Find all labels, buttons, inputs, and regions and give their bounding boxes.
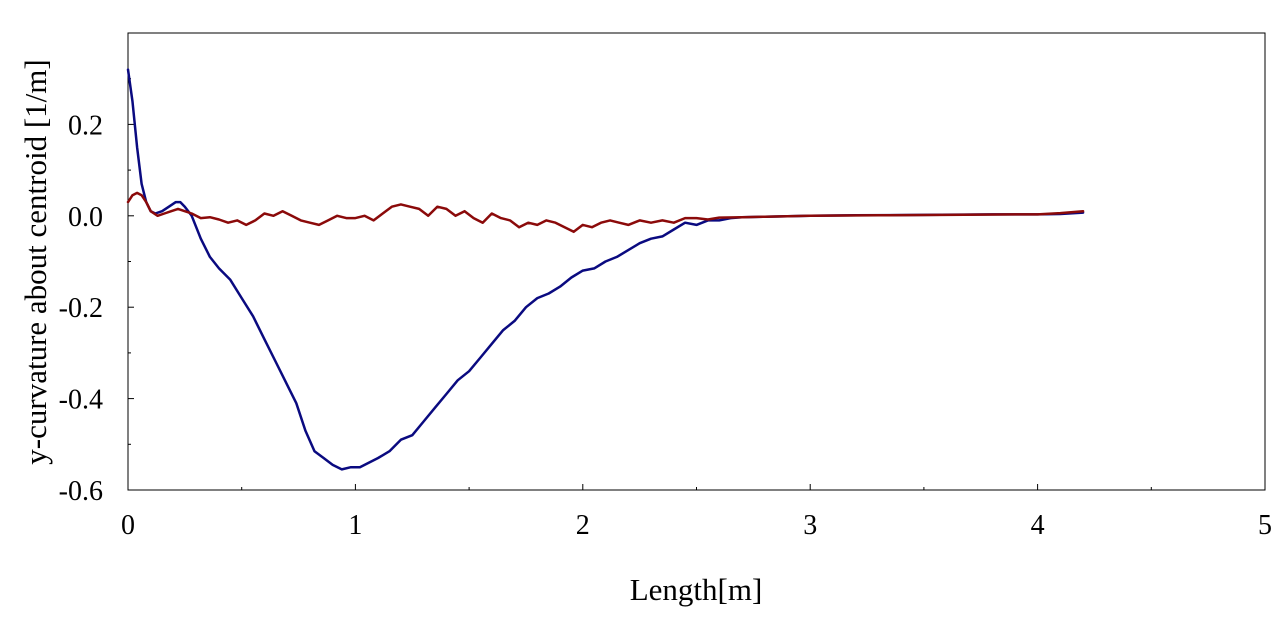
y-axis-ticks: -0.6 -0.4 -0.2 0.0 0.2	[59, 110, 134, 507]
x-tick-label: 0	[121, 510, 135, 541]
x-tick-label: 2	[576, 510, 590, 541]
y-tick-label: 0.0	[68, 202, 103, 233]
y-tick-label: -0.4	[59, 385, 103, 416]
x-axis-label: Length[m]	[630, 572, 763, 607]
series-layer	[126, 68, 1085, 471]
x-tick-label: 3	[803, 510, 817, 541]
x-tick-label: 1	[348, 510, 362, 541]
y-tick-label: 0.2	[68, 110, 103, 141]
y-axis-label: y-curvature about centroid [1/m]	[18, 59, 53, 464]
y-tick-label: -0.2	[59, 293, 103, 324]
minor-ticks	[128, 78, 1152, 490]
series-line-2	[126, 191, 1085, 234]
plot-frame	[127, 32, 1266, 491]
x-tick-label: 5	[1258, 510, 1272, 541]
x-axis-ticks: 0 1 2 3 4 5	[121, 484, 1272, 541]
y-tick-label: -0.6	[59, 476, 103, 507]
x-tick-label: 4	[1031, 510, 1045, 541]
series-line-1	[126, 68, 1085, 471]
